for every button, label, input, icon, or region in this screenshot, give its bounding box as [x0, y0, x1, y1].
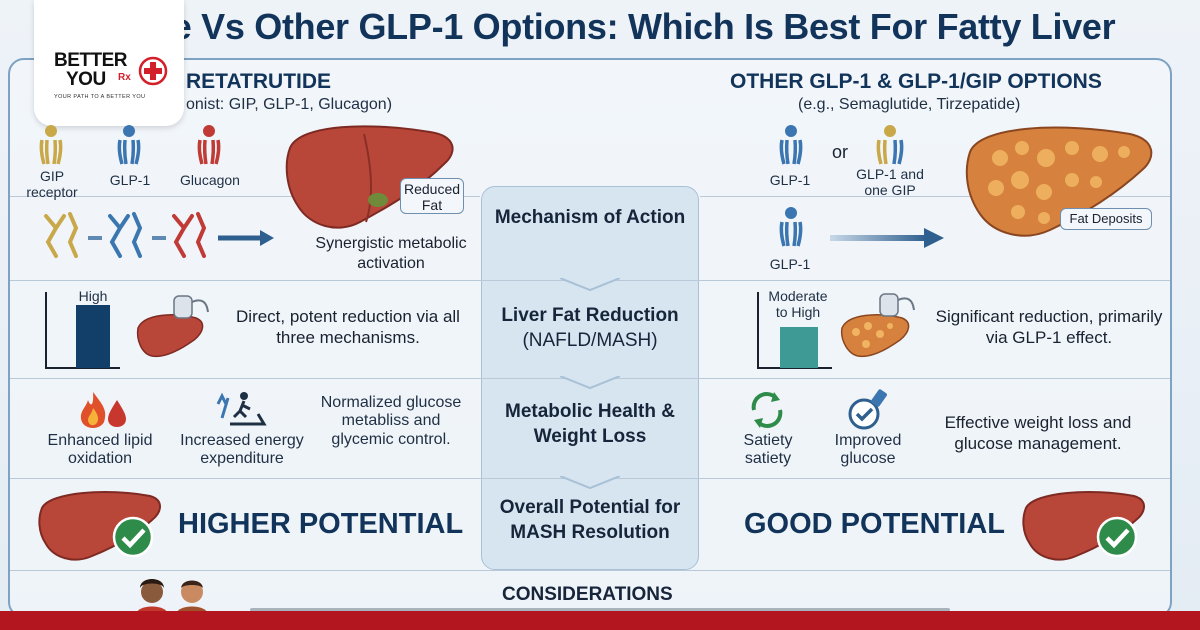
criterion-metabolic: Metabolic Health & Weight Loss: [481, 400, 699, 449]
medical-cross-icon: [138, 56, 168, 86]
brand-logo[interactable]: BETTER YOU Rx YOUR PATH TO A BETTER YOU: [34, 0, 184, 126]
glp1-receptor-icon: [779, 125, 803, 165]
metabolic-item-left: Enhanced lipid oxidation: [47, 432, 153, 468]
considerations-heading: CONSIDERATIONS: [502, 584, 673, 605]
left-subheading: onist: GIP, GLP-1, Glucagon): [186, 96, 393, 113]
chevron-down-icon: [560, 278, 620, 292]
page-title: de Vs Other GLP-1 Options: Which Is Best…: [150, 6, 1116, 47]
criterion-liver-fat: Liver Fat Reduction (NAFLD/MASH): [481, 304, 699, 353]
metabolic-item-right: Improved glucose: [834, 432, 902, 468]
criterion-title: Overall Potential for MASH Resolution: [499, 497, 681, 543]
glp1-receptor-icon: [117, 125, 141, 165]
metabolic-text-right: Effective weight loss and glucose manage…: [944, 413, 1132, 454]
divider: [10, 570, 1170, 571]
logo-word-2: YOU: [66, 69, 106, 90]
potential-right: GOOD POTENTIAL: [744, 508, 1005, 540]
receptor-label: GLP-1: [769, 256, 811, 272]
receptor-activation-chain-icon: [44, 212, 274, 258]
arrow-right-icon: [830, 228, 944, 248]
chevron-down-icon: [560, 376, 620, 390]
receptor-label: GLP-1: [109, 172, 151, 188]
gip-receptor-icon: [39, 125, 63, 165]
metabolic-item-right: Satiety satiety: [743, 432, 793, 468]
checkmark-icon: [112, 516, 154, 558]
receptor-label: GIP receptor: [26, 168, 78, 201]
fat-deposits-callout: Fat Deposits: [1060, 208, 1152, 230]
liver-icon: [285, 125, 454, 229]
bar-label-right: Moderate to High: [768, 288, 828, 321]
metabolic-item-left: Increased energy expenditure: [180, 432, 304, 468]
footer-band: [0, 611, 1200, 630]
logo-tagline: YOUR PATH TO A BETTER YOU: [54, 94, 146, 100]
glucagon-receptor-icon: [197, 125, 221, 165]
left-heading: RETATRUTIDE: [186, 70, 332, 93]
droplet-icon: [108, 400, 126, 427]
potential-left: HIGHER POTENTIAL: [178, 508, 464, 540]
ultrasound-liver-icon: [136, 295, 209, 358]
criterion-title: Mechanism of Action: [494, 207, 686, 228]
glucose-meter-icon: [848, 389, 887, 430]
receptor-label: GLP-1: [769, 172, 811, 188]
checkmark-icon: [1096, 516, 1138, 558]
divider: [700, 196, 1170, 197]
divider: [10, 196, 480, 197]
fatty-liver-icon: [965, 126, 1153, 237]
fat-text-left: Direct, potent reduction via all three m…: [236, 307, 460, 348]
liver-fat-bar-left: [45, 292, 120, 369]
criterion-subtitle: (NAFLD/MASH): [522, 329, 658, 351]
fat-text-right: Significant reduction, primarily via GLP…: [935, 307, 1163, 348]
right-subheading: (e.g., Semaglutide, Tirzepatide): [798, 96, 1021, 113]
or-label: or: [832, 142, 849, 162]
mechanism-text-left: Synergistic metabolic activation: [315, 235, 467, 272]
reduced-fat-callout: Reduced Fat: [400, 178, 464, 214]
criterion-overall: Overall Potential for MASH Resolution: [481, 496, 699, 545]
ultrasound-fatty-liver-icon: [840, 293, 915, 358]
recycle-arrows-icon: [751, 392, 783, 428]
dual-receptor-icon: [876, 125, 904, 165]
liver-fat-bar-right: [757, 292, 832, 369]
receptor-label: GLP-1 and one GIP: [856, 166, 924, 199]
logo-word-1: BETTER: [54, 50, 128, 71]
bar-label-left: High: [78, 288, 108, 304]
criterion-title: Metabolic Health & Weight Loss: [505, 401, 675, 447]
chevron-down-icon: [560, 476, 620, 490]
glp1-receptor-icon: [779, 207, 803, 247]
right-heading: OTHER GLP-1 & GLP-1/GIP OPTIONS: [730, 70, 1102, 93]
criterion-mechanism: Mechanism of Action: [481, 206, 699, 231]
logo-rx: Rx: [118, 72, 131, 83]
treadmill-icon: [216, 392, 267, 426]
metabolic-item-left: Normalized glucose metabliss and glycemi…: [320, 394, 462, 448]
receptor-label: Glucagon: [180, 172, 240, 188]
criterion-title: Liver Fat Reduction: [501, 305, 679, 326]
flame-icon: [80, 392, 106, 428]
